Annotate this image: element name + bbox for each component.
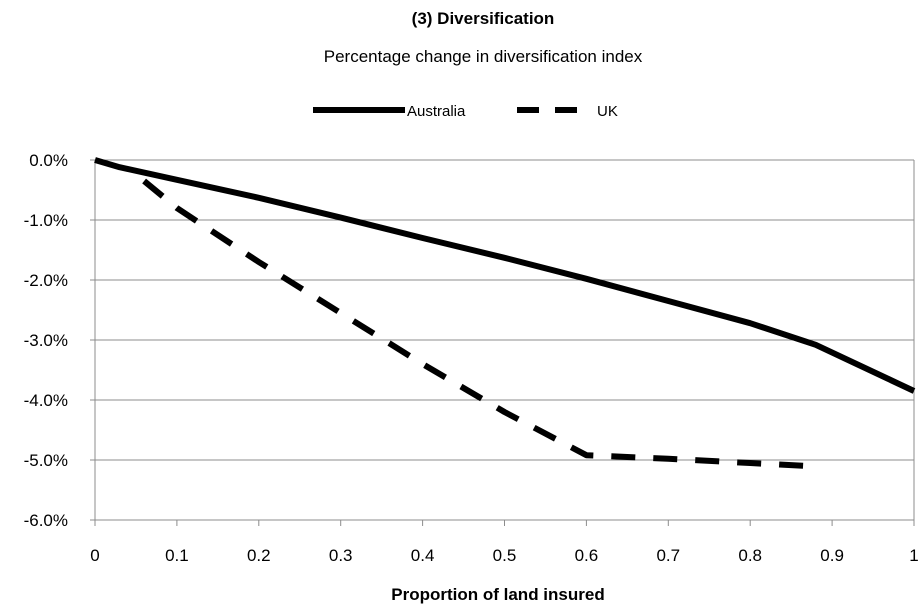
- x-tick-label: 0.2: [247, 546, 271, 565]
- chart-subtitle: Percentage change in diversification ind…: [324, 47, 643, 66]
- x-tick-label: 0.8: [738, 546, 762, 565]
- chart-title: (3) Diversification: [412, 9, 555, 28]
- y-tick-label: -6.0%: [24, 511, 68, 530]
- series-line-uk: [142, 178, 818, 475]
- x-tick-label: 0.7: [656, 546, 680, 565]
- y-tick-label: -5.0%: [24, 451, 68, 470]
- x-tick-label: 1: [909, 546, 918, 565]
- series-line-australia: [94, 157, 916, 394]
- legend: Australia UK: [313, 103, 618, 120]
- y-tick-label: 0.0%: [29, 151, 68, 170]
- y-tick-label: -4.0%: [24, 391, 68, 410]
- x-tick-label: 0.1: [165, 546, 189, 565]
- y-axis-ticks: 0.0% -1.0% -2.0% -3.0% -4.0% -5.0% -6.0%: [24, 151, 96, 530]
- x-tick-label: 0.3: [329, 546, 353, 565]
- x-tick-label: 0.6: [575, 546, 599, 565]
- x-tick-label: 0.5: [493, 546, 517, 565]
- x-tick-label: 0.9: [820, 546, 844, 565]
- x-axis-ticks: 0 0.1 0.2 0.3 0.4 0.5 0.6 0.7 0.8 0.9 1: [90, 160, 919, 565]
- y-tick-label: -2.0%: [24, 271, 68, 290]
- legend-label-uk: UK: [597, 103, 618, 120]
- x-axis-title: Proportion of land insured: [391, 585, 604, 604]
- x-tick-label: 0.4: [411, 546, 435, 565]
- x-tick-label: 0: [90, 546, 99, 565]
- y-tick-label: -3.0%: [24, 331, 68, 350]
- y-tick-label: -1.0%: [24, 211, 68, 230]
- legend-label-australia: Australia: [407, 103, 466, 120]
- gridlines: [95, 159, 914, 521]
- plot-lines: [94, 157, 916, 475]
